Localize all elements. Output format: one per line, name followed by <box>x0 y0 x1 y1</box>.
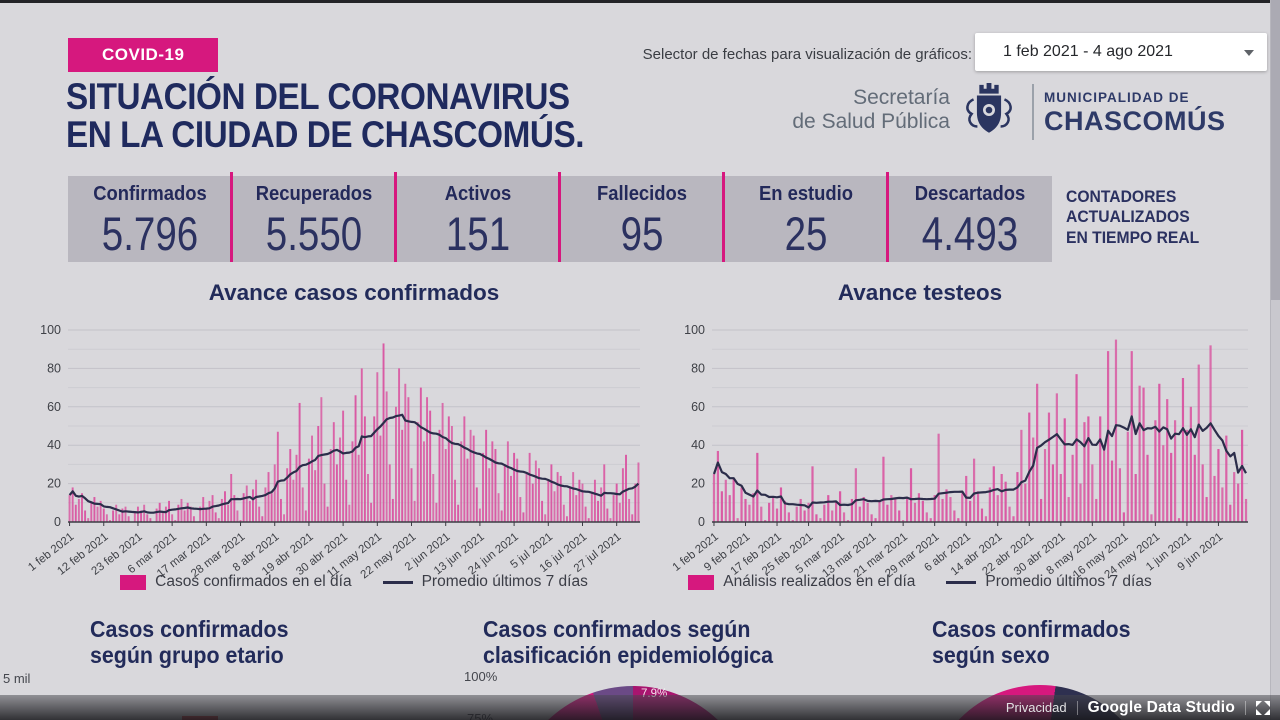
svg-text:80: 80 <box>47 361 61 375</box>
line-legend-swatch <box>382 580 413 584</box>
counter-label: Descartados <box>914 183 1026 205</box>
svg-text:20: 20 <box>47 477 61 491</box>
svg-text:100: 100 <box>684 323 705 337</box>
section-title-line2: según grupo etario <box>90 641 284 668</box>
line-legend-label: Promedio últimos 7 días <box>985 573 1152 590</box>
date-range-value: 1 feb 2021 - 4 ago 2021 <box>1003 43 1173 60</box>
section-title-line1: Casos confirmados según <box>483 616 751 642</box>
viewer-footer-bar: Privacidad Google Data Studio <box>0 695 1280 720</box>
realtime-note-line2: ACTUALIZADOS <box>1066 208 1190 227</box>
svg-text:60: 60 <box>47 400 61 414</box>
bar-legend-label: Análisis realizados en el día <box>723 573 916 590</box>
counter-confirmados: Confirmados 5.796 <box>68 176 232 262</box>
scrollbar-thumb[interactable] <box>1271 0 1280 300</box>
counter-recuperados: Recuperados 5.550 <box>232 176 396 262</box>
line-legend-swatch <box>946 580 977 584</box>
classification-section-title: Casos confirmados según clasificación ep… <box>483 616 773 668</box>
page-title: SITUACIÓN DEL CORONAVIRUS EN LA CIUDAD D… <box>66 76 585 156</box>
counter-value: 5.550 <box>265 207 363 260</box>
page-title-line1: SITUACIÓN DEL CORONAVIRUS <box>66 76 570 117</box>
svg-text:0: 0 <box>698 515 705 529</box>
page-title-line2: EN LA CIUDAD DE CHASCOMÚS. <box>66 114 585 156</box>
municipality-name: MUNICIPALIDAD DE CHASCOMÚS <box>1044 90 1226 137</box>
tests-chart[interactable]: 0 20 40 60 80 100 1 feb 2021 9 feb 2021 17 feb 2… <box>666 316 1280 603</box>
realtime-note: CONTADORES ACTUALIZADOS EN TIEMPO REAL <box>1066 187 1199 248</box>
section-title-line1: Casos confirmados <box>90 616 289 642</box>
counter-value: 5.796 <box>101 207 199 260</box>
footer-divider <box>1245 700 1246 715</box>
municipality-line1: MUNICIPALIDAD DE <box>1044 90 1190 105</box>
counter-label: Fallecidos <box>597 183 687 205</box>
bar-legend-swatch <box>120 574 147 590</box>
date-range-dropdown[interactable]: 1 feb 2021 - 4 ago 2021 <box>975 33 1267 71</box>
counter-value: 95 <box>620 207 664 260</box>
counter-activos: Activos 151 <box>396 176 560 262</box>
section-title-line1: Casos confirmados <box>932 616 1131 642</box>
svg-text:0: 0 <box>54 515 61 529</box>
footer-divider <box>1076 700 1078 715</box>
confirmed-cases-chart[interactable]: 0 20 40 60 80 100 1 feb 2021 12 feb 2021 23 feb … <box>22 316 644 603</box>
counter-fallecidos: Fallecidos 95 <box>560 176 724 262</box>
counter-divider <box>230 172 233 262</box>
counter-divider <box>558 172 561 262</box>
org-name: Secretaría de Salud Pública <box>698 86 950 134</box>
age-group-section-title: Casos confirmados según grupo etario <box>90 616 289 668</box>
counter-en-estudio: En estudio 25 <box>724 176 888 262</box>
section-title-line2: clasificación epidemiológica <box>483 641 774 668</box>
top-window-strip <box>0 0 1280 3</box>
bar-legend-label: Casos confirmados en el día <box>155 573 352 590</box>
bar-legend-swatch <box>688 574 715 590</box>
date-selector-label: Selector de fechas para visualización de… <box>642 46 972 63</box>
counter-label: Confirmados <box>93 183 207 205</box>
realtime-note-line1: CONTADORES <box>1066 188 1177 206</box>
classification-axis-100: 100% <box>464 669 498 684</box>
svg-text:80: 80 <box>691 361 705 375</box>
svg-text:40: 40 <box>47 438 61 452</box>
counter-value: 151 <box>445 207 511 260</box>
counter-divider <box>394 172 397 262</box>
section-title-line2: según sexo <box>932 641 1050 668</box>
municipality-crest-icon <box>960 80 1018 147</box>
counter-divider <box>722 172 725 262</box>
fullscreen-icon[interactable] <box>1256 700 1270 715</box>
counter-label: Recuperados <box>255 183 373 205</box>
counter-value: 25 <box>784 207 828 260</box>
confirmed-chart-legend: Casos confirmados en el día Promedio últ… <box>68 573 640 591</box>
tests-chart-title: Avance testeos <box>837 280 1003 305</box>
svg-text:40: 40 <box>691 438 705 452</box>
svg-text:100: 100 <box>40 323 61 337</box>
municipality-line2: CHASCOMÚS <box>1044 106 1226 136</box>
counter-label: En estudio <box>758 183 854 205</box>
counter-descartados: Descartados 4.493 <box>888 176 1052 262</box>
org-line1: Secretaría <box>853 86 950 109</box>
logo-divider <box>1032 84 1034 140</box>
covid19-badge: COVID-19 <box>68 38 219 72</box>
svg-text:60: 60 <box>691 400 705 414</box>
org-line2: de Salud Pública <box>792 109 950 133</box>
line-legend-label: Promedio últimos 7 días <box>421 573 588 590</box>
privacy-link[interactable]: Privacidad <box>1005 700 1067 715</box>
sex-section-title: Casos confirmados según sexo <box>932 616 1131 668</box>
svg-text:20: 20 <box>691 477 705 491</box>
age-axis-label: 5 mil <box>3 671 31 686</box>
scrollbar-track[interactable] <box>1270 0 1280 720</box>
counter-divider <box>886 172 889 262</box>
chevron-down-icon <box>1244 50 1254 56</box>
tests-chart-legend: Análisis realizados en el día Promedio ú… <box>640 573 1200 591</box>
google-data-studio-link[interactable]: Google Data Studio <box>1087 698 1235 716</box>
realtime-note-line3: EN TIEMPO REAL <box>1066 228 1200 247</box>
confirmed-chart-title: Avance casos confirmados <box>208 280 500 305</box>
counter-value: 4.493 <box>921 207 1019 260</box>
counter-label: Activos <box>444 183 512 205</box>
